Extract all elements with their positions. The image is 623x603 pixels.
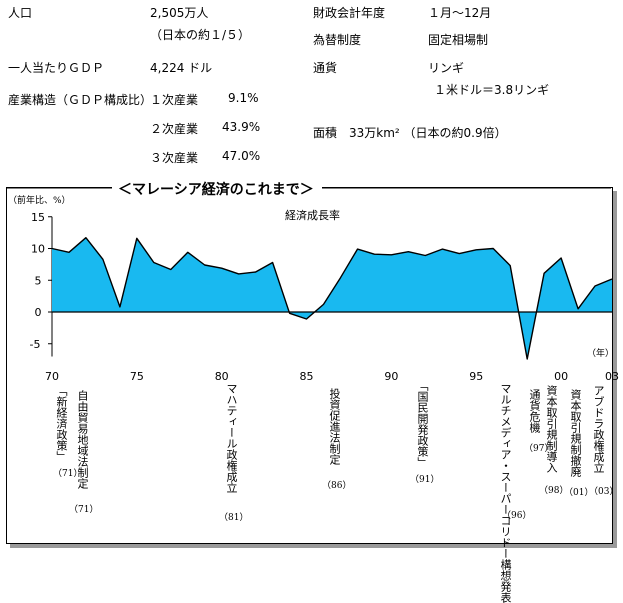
population-label: 人口: [8, 6, 33, 20]
annotation-year-91: （91）: [410, 475, 440, 485]
y-tick-label: 10: [31, 243, 45, 256]
growth-area: [52, 237, 612, 359]
fiscal-year-label: 財政会計年度: [313, 6, 386, 20]
annotation-year-71a: （71）: [53, 469, 83, 479]
annotation-year-98: （98）: [539, 486, 569, 496]
area-text: 面積 33万km² （日本の約0.9倍）: [313, 126, 507, 140]
x-tick-label: 80: [215, 370, 229, 383]
x-tick-label: 90: [384, 370, 398, 383]
x-tick-label: 00: [554, 370, 568, 383]
annotation-new-economic-policy: 「新経済政策」: [55, 385, 68, 462]
gdp-per-capita-value: 4,224 ドル: [150, 61, 213, 75]
exchange-value: 固定相場制: [428, 33, 489, 47]
y-axis-label: （前年比、%）: [8, 194, 71, 206]
growth-line: [51, 236, 613, 360]
title-backdrop: [112, 178, 322, 198]
growth-chart: ＜マレーシア経済のこれまで＞ （前年比、%） 経済成長率 （年） 15 10 5 0 -…: [6, 178, 619, 383]
annotation-capital-controls: 資本取引規制導入: [545, 385, 558, 473]
industry-primary-name: １次産業: [150, 93, 199, 107]
exchange-label: 為替制度: [313, 33, 362, 47]
annotation-year-81: （81）: [219, 513, 249, 523]
x-tick-label: 95: [469, 370, 483, 383]
x-tick-label: 75: [130, 370, 144, 383]
annotation-year-96: （96）: [502, 511, 532, 521]
x-axis-unit: （年）: [587, 347, 614, 359]
population-value: 2,505万人: [150, 6, 209, 20]
annotation-multimedia-corridor: マルチメディア・スーパーコリドー構想発表: [499, 383, 512, 603]
chart-plot: [51, 236, 613, 360]
y-tick-label: 0: [35, 306, 42, 319]
currency-value: リンギ: [428, 61, 465, 75]
annotation-year-01: （01）: [564, 488, 594, 498]
x-tick-label: 85: [300, 370, 314, 383]
industry-tertiary-value: 47.0%: [222, 149, 261, 163]
currency-label: 通貨: [313, 61, 338, 75]
annotation-capital-controls-lifted: 資本取引規制撤廃: [569, 389, 582, 477]
annotation-year-86: （86）: [322, 481, 352, 491]
annotation-currency-crisis: 通貨危機: [528, 389, 541, 433]
industry-secondary-value: 43.9%: [222, 120, 261, 134]
y-tick-label: 5: [35, 274, 42, 287]
annotation-mahathir: マハティール政権成立: [225, 383, 238, 493]
x-tick-label: 70: [45, 370, 59, 383]
annotation-free-trade-zone: 自由貿易地域法制定: [76, 390, 89, 489]
x-tick-label: 03: [605, 370, 619, 383]
y-tick-label: 15: [31, 211, 45, 224]
annotation-year-71b: （71）: [69, 505, 99, 515]
industry-label: 産業構造（ＧＤＰ構成比）: [8, 93, 153, 107]
y-tick-label: -5: [30, 338, 41, 351]
annotation-year-97: （97）: [524, 444, 554, 454]
annotation-abdullah: アブドラ政権成立: [592, 385, 605, 473]
chart-title: 経済成長率: [285, 208, 340, 222]
section-title: ＜マレーシア経済のこれまで＞: [118, 181, 314, 198]
chart-axes: 15 10 5 0 -5 70 75 80 85 90 95 00 03: [30, 211, 619, 383]
annotation-investment-law: 投資促進法制定: [328, 388, 341, 465]
fiscal-year-value: １月～12月: [428, 6, 492, 20]
annotation-national-development: 「国民開発政策」: [416, 380, 429, 468]
industry-secondary-name: ２次産業: [150, 122, 199, 136]
annotation-year-03: （03）: [589, 487, 619, 497]
population-note: （日本の約１/５）: [150, 28, 251, 42]
chart-box: [6, 187, 613, 544]
gdp-per-capita-label: 一人当たりＧＤＰ: [8, 61, 105, 75]
industry-primary-value: 9.1%: [228, 91, 259, 105]
currency-rate: １米ドル＝3.8リンギ: [434, 83, 550, 97]
industry-tertiary-name: ３次産業: [150, 151, 199, 165]
